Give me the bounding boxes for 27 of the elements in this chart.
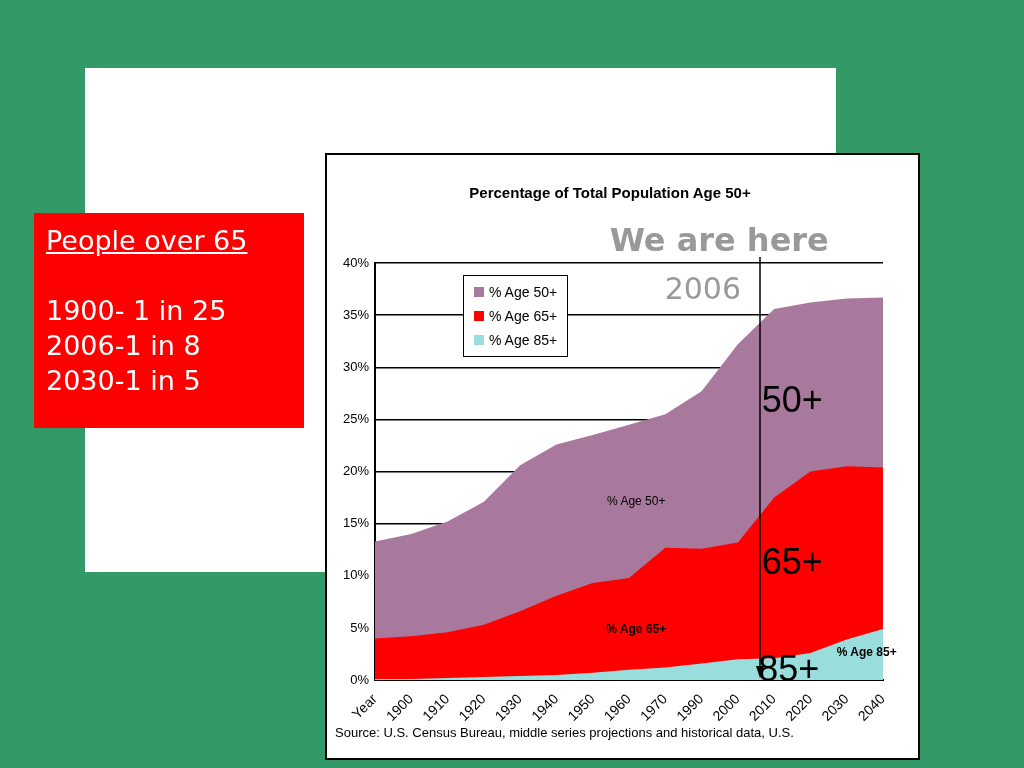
- annotation: % Age 85+: [836, 645, 897, 660]
- y-tick-label: 5%: [350, 619, 370, 635]
- annotation: 65+: [761, 541, 823, 583]
- y-tick-label: 15%: [342, 515, 370, 531]
- y-tick-label: 10%: [342, 567, 370, 583]
- annotation: 50+: [761, 378, 823, 420]
- x-tick-label: Year: [348, 690, 381, 722]
- y-tick-label: 35%: [342, 306, 370, 322]
- chart-title: Percentage of Total Population Age 50+: [469, 184, 751, 202]
- text: We are here: [609, 221, 829, 259]
- y-tick-label: 30%: [342, 358, 370, 374]
- source-note: Source: U.S. Census Bureau, middle series projections and historical data, U.S.: [335, 725, 794, 740]
- y-tick-label: 40%: [342, 254, 370, 270]
- legend-label: % Age 50+: [488, 283, 558, 302]
- annotation: 2006: [664, 271, 741, 306]
- text: People over 65: [46, 224, 249, 258]
- y-tick-label: 25%: [342, 410, 370, 426]
- y-tick-label: 0%: [350, 671, 370, 687]
- text: 1900- 1 in 25: [46, 294, 228, 328]
- annotation: 85+: [758, 647, 820, 689]
- legend-label: % Age 65+: [488, 307, 558, 326]
- annotation: % Age 50+: [607, 494, 666, 509]
- y-tick-label: 20%: [342, 463, 370, 479]
- text: 2030-1 in 5: [46, 364, 202, 398]
- text: 2006-1 in 8: [46, 329, 202, 363]
- legend-label: % Age 85+: [488, 331, 558, 350]
- annotation: % Age 65+: [606, 622, 667, 637]
